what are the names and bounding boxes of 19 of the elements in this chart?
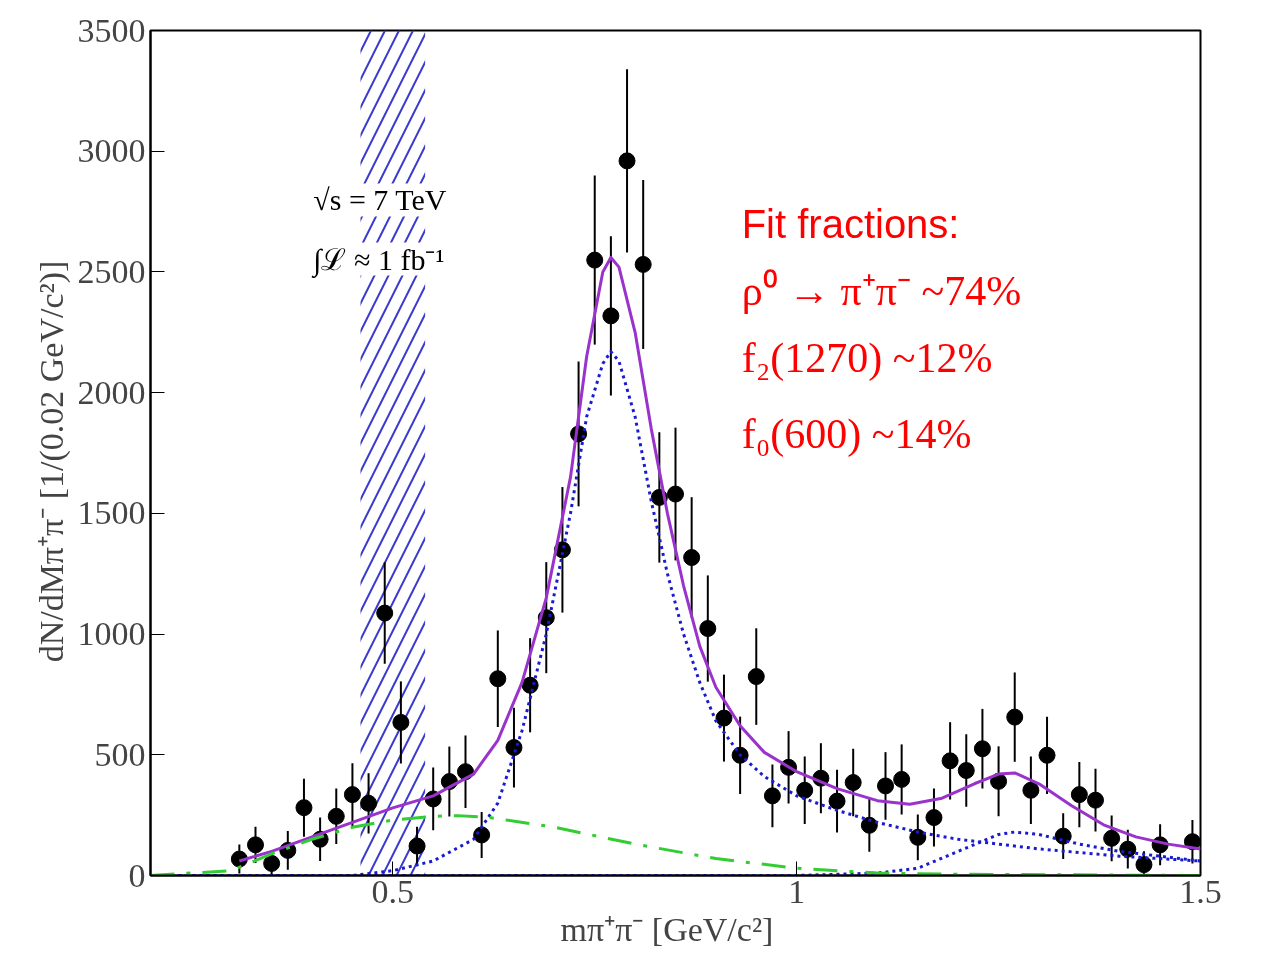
y-axis-title: dN/dMπ⁺π⁻ [1/(0.02 GeV/c²)] (32, 260, 71, 663)
y-tick-label: 1500 (77, 494, 146, 532)
y-tick-label: 3500 (77, 11, 146, 49)
annotation: ρ⁰ → π⁺π⁻ ~74% (741, 267, 1022, 314)
annotation: √s = 7 TeV (313, 183, 447, 217)
y-tick-label: 2500 (77, 252, 146, 290)
y-tick-label: 3000 (77, 132, 146, 170)
annotation: ∫ℒ ≈ 1 fb⁻¹ (311, 242, 445, 279)
annotation: f₂(1270) ~12% (741, 335, 993, 383)
annotation: Fit fractions: (741, 201, 960, 246)
y-tick-label: 500 (94, 735, 146, 773)
y-tick-label: 2000 (77, 373, 146, 411)
y-tick-label: 1000 (77, 615, 146, 653)
y-tick-label: 0 (128, 856, 146, 894)
x-tick-label: 1 (788, 872, 806, 910)
x-tick-label: 1.5 (1179, 872, 1222, 910)
x-tick-label: 0.5 (371, 872, 415, 910)
x-axis-title: mπ⁺π⁻ [GeV/c²] (560, 910, 774, 948)
annotation: f₀(600) ~14% (741, 411, 972, 459)
